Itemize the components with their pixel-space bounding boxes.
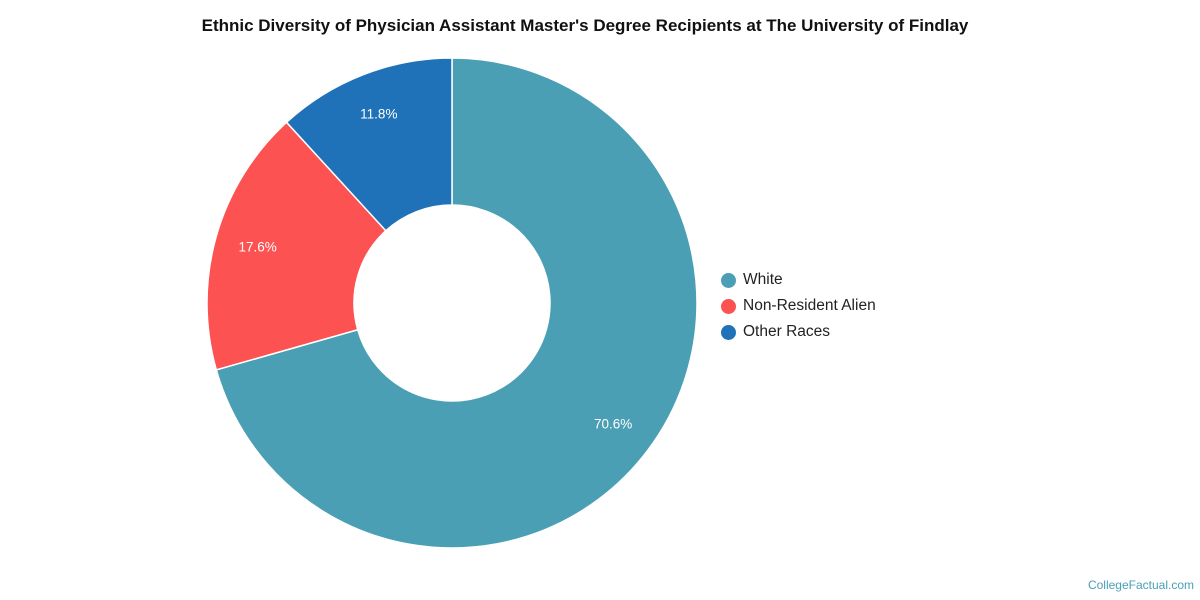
legend-swatch-other-races — [721, 324, 736, 340]
legend-item-other-races[interactable]: Other Races — [721, 319, 876, 345]
slice-other-races[interactable] — [285, 57, 453, 232]
slice-non-resident-alien[interactable] — [206, 121, 387, 371]
slice-label-white: 70.6% — [594, 416, 632, 431]
donut-slices — [206, 57, 698, 549]
slice-label-non-resident-alien: 17.6% — [239, 239, 277, 254]
chart-legend: White Non-Resident Alien Other Races — [721, 267, 876, 345]
legend-item-non-resident-alien[interactable]: Non-Resident Alien — [721, 293, 876, 319]
legend-label-other-races: Other Races — [743, 323, 831, 340]
legend-swatch-non-resident-alien — [721, 298, 736, 314]
donut-slice-labels: 70.6% 17.6% 11.8% — [239, 106, 633, 431]
legend-label-white: White — [743, 271, 783, 288]
source-link[interactable]: CollegeFactual.com — [1087, 578, 1194, 592]
legend-swatch-white — [721, 272, 736, 288]
legend-item-white[interactable]: White — [721, 267, 876, 293]
legend-label-non-resident-alien: Non-Resident Alien — [743, 297, 876, 314]
chart-title: Ethnic Diversity of Physician Assistant … — [201, 16, 969, 35]
slice-label-other-races: 11.8% — [360, 106, 397, 121]
slice-white[interactable] — [215, 57, 698, 549]
